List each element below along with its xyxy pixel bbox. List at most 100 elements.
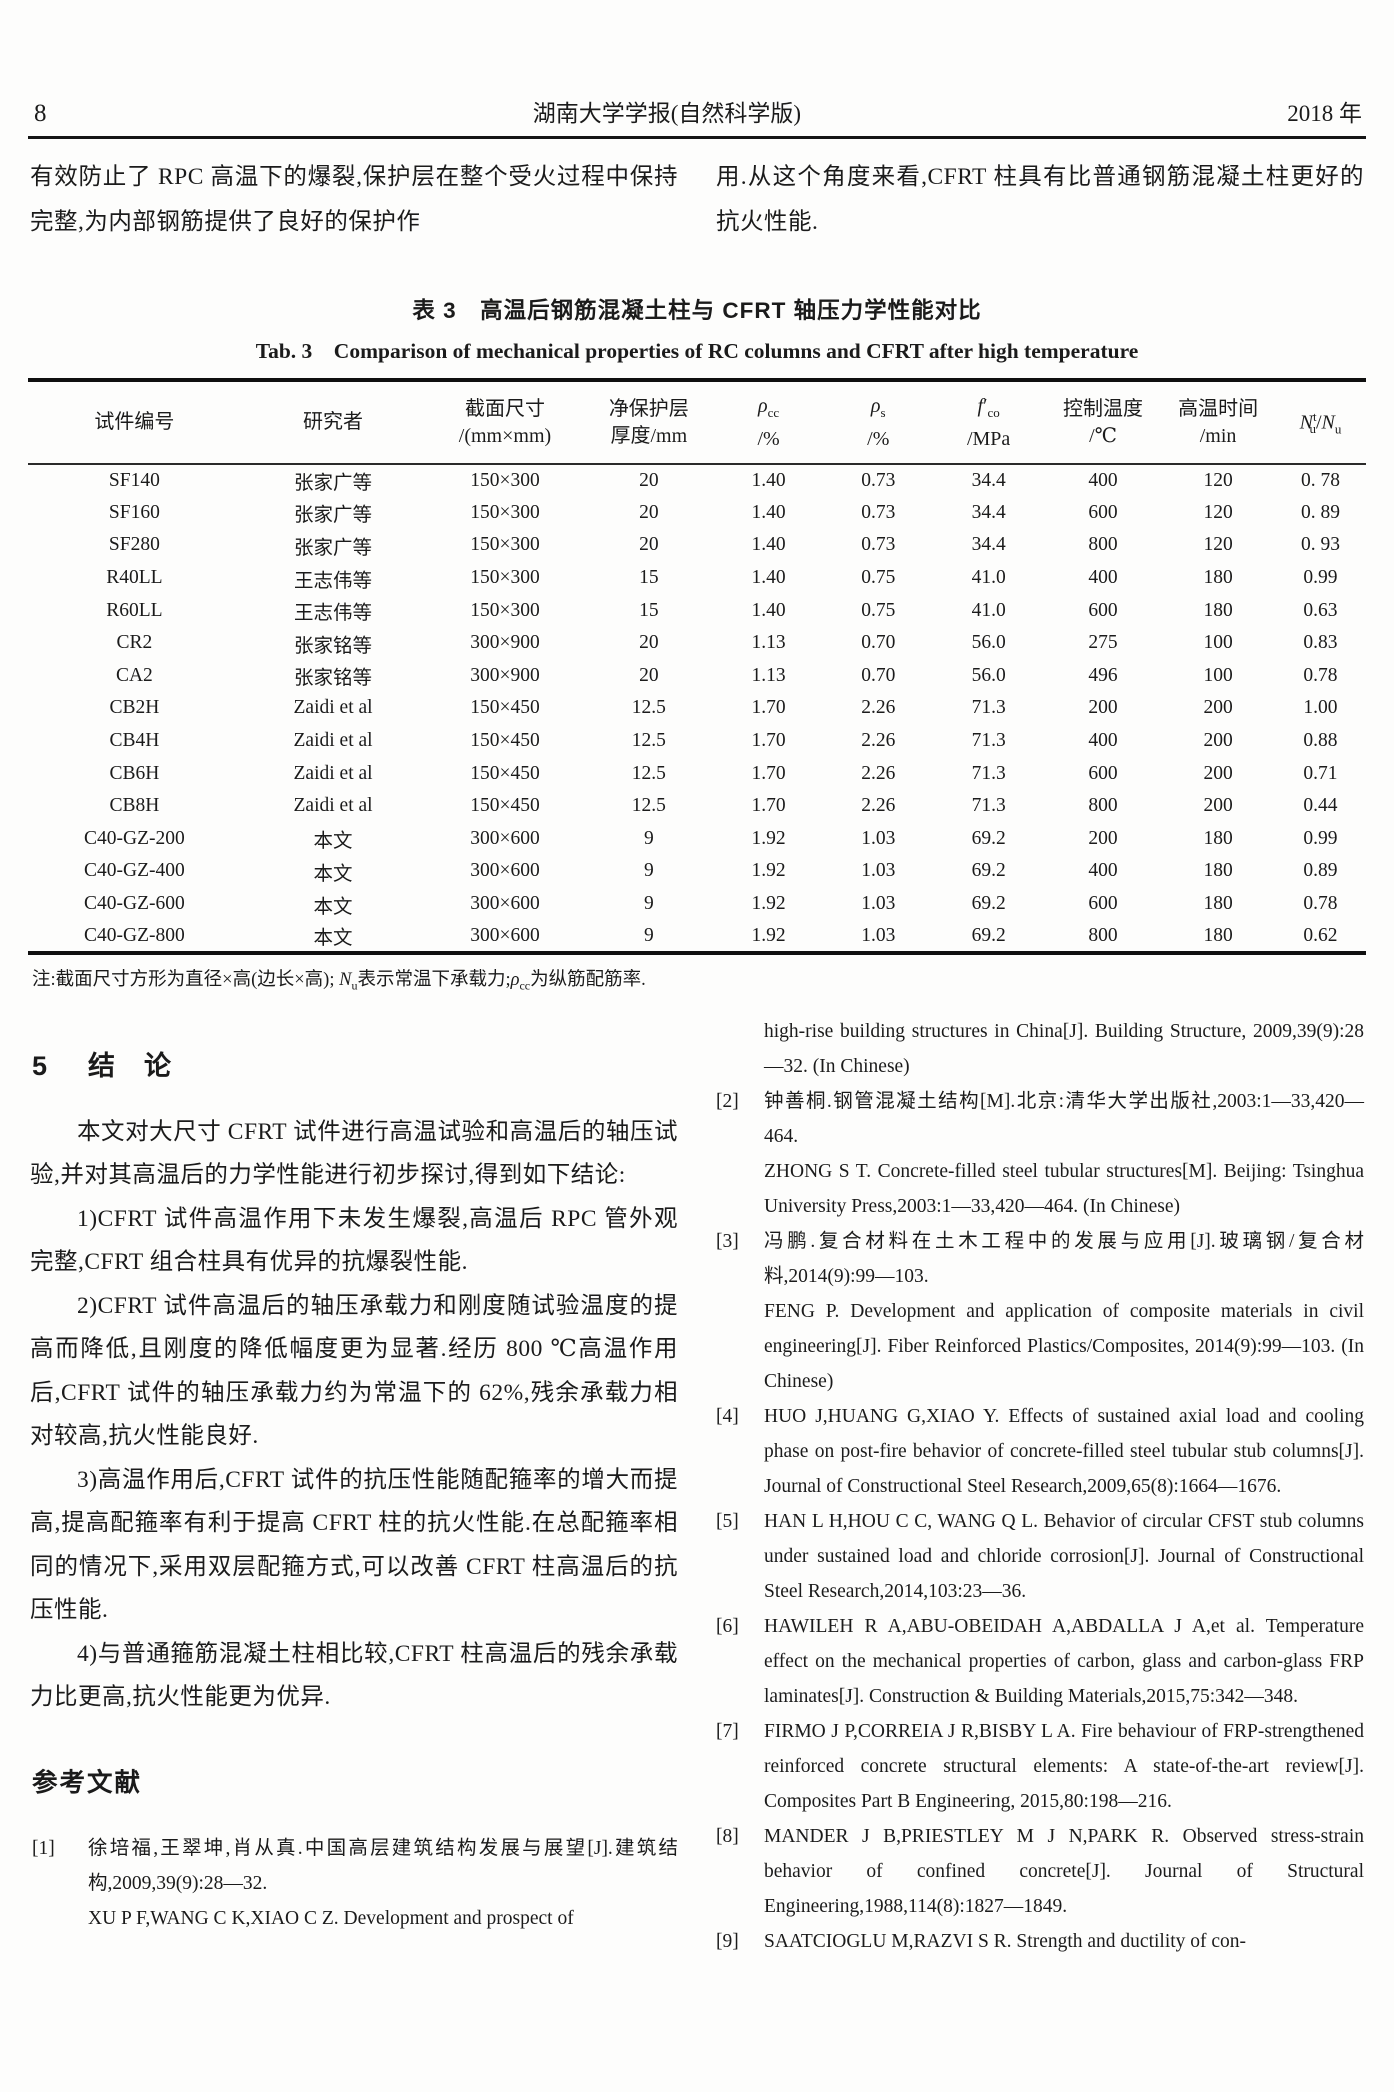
- reference-text: FIRMO J P,CORREIA J R,BISBY L A. Fire be…: [764, 1720, 1364, 1812]
- table-cell: 150×450: [470, 730, 540, 752]
- table-cell: SF280: [108, 534, 160, 556]
- column-header: Ntu/Nu: [1274, 380, 1366, 465]
- table-cell: 9: [643, 924, 654, 946]
- page-number: 8: [34, 100, 47, 127]
- reference-entry: high-rise building structures in China[J…: [716, 1014, 1364, 1084]
- table-cell: 张家广等: [294, 505, 373, 527]
- reference-entry: [6] HAWILEH R A,ABU-OBEIDAH A,ABDALLA J A…: [716, 1609, 1364, 1714]
- table-cell: 12.5: [631, 762, 666, 784]
- column-header: f′co/MPa: [932, 380, 1045, 465]
- left-column: 5 结 论 本文对大尺寸 CFRT 试件进行高温试验和高温后的轴压试验,并对其高温…: [30, 1014, 678, 1959]
- table-cell: 69.2: [971, 924, 1006, 946]
- table-cell: 1.70: [751, 762, 786, 784]
- reference-number: [6]: [716, 1615, 739, 1637]
- table-cell: 150×300: [470, 534, 540, 556]
- table-caption-en: Tab. 3 Comparison of mechanical properti…: [255, 339, 1139, 363]
- column-header: 控制温度/℃: [1044, 380, 1162, 465]
- table-cell: 300×600: [470, 860, 540, 882]
- table-cell: 2.26: [861, 795, 896, 817]
- table-cell: 1.92: [751, 860, 786, 882]
- table-cell: Zaidi et al: [293, 730, 373, 752]
- reference-entry: [3] 冯鹏.复合材料在土木工程中的发展与应用[J].玻璃钢/复合材料,2014(…: [716, 1224, 1364, 1399]
- table-row: R40LL 王志伟等 150×300 15 1.40 0.75 41.0 400 180 0.99: [28, 562, 1366, 595]
- reference-number: [3]: [716, 1230, 739, 1252]
- conclusion-paragraph: 4)与普通箍筋混凝土柱相比较,CFRT 柱高温后的残余承载力比更高,抗火性能更为…: [30, 1640, 678, 1711]
- table-cell: 56.0: [971, 632, 1006, 654]
- table-cell: 0.71: [1303, 762, 1338, 784]
- table-cell: Zaidi et al: [293, 762, 373, 784]
- reference-text: HUO J,HUANG G,XIAO Y. Effects of sustain…: [764, 1405, 1364, 1497]
- conclusion-paragraph: 1)CFRT 试件高温作用下未发生爆裂,高温后 RPC 管外观完整,CFRT 组…: [30, 1205, 678, 1276]
- conclusion-paragraph: 3)高温作用后,CFRT 试件的抗压性能随配箍率的增大而提高,提高配箍率有利于提…: [30, 1466, 678, 1624]
- table-cell: 56.0: [971, 664, 1006, 686]
- column-header: 研究者: [240, 380, 426, 465]
- table-cell: 71.3: [971, 697, 1006, 719]
- table-cell: Zaidi et al: [293, 795, 373, 817]
- table-cell: 0.63: [1303, 599, 1338, 621]
- intro-left-column: 有效防止了 RPC 高温下的爆裂,保护层在整个受火过程中保持完整,为内部钢筋提供…: [30, 164, 678, 235]
- table-cell: R60LL: [106, 599, 163, 621]
- table-cell: 100: [1203, 664, 1233, 686]
- table-cell: 200: [1203, 730, 1233, 752]
- table-cell: 0.89: [1303, 860, 1338, 882]
- table-cell: 71.3: [971, 730, 1006, 752]
- table-row: CB4H Zaidi et al 150×450 12.5 1.70 2.26 71.3 40…: [28, 725, 1366, 758]
- journal-title: 湖南大学学报(自然科学版): [532, 101, 802, 126]
- table-cell: 0.78: [1303, 664, 1338, 686]
- table-cell: 120: [1203, 501, 1233, 523]
- table-note: 注:截面尺寸方形为直径×高(边长×高); Nu表示常温下承载力;ρcc为纵筋配筋…: [32, 969, 646, 993]
- table-cell: 0.44: [1303, 795, 1338, 817]
- table-cell: C40-GZ-800: [83, 924, 185, 946]
- table-row: C40-GZ-400 本文 300×600 9 1.92 1.03 69.2 400 180 0.…: [28, 855, 1366, 888]
- table-cell: 张家广等: [294, 537, 373, 559]
- table-cell: 1.40: [751, 567, 786, 589]
- table-cell: 69.2: [971, 860, 1006, 882]
- reference-entry: [2] 钟善桐.钢管混凝土结构[M].北京:清华大学出版社,2003:1—33,4…: [716, 1084, 1364, 1224]
- table-row: CB2H Zaidi et al 150×450 12.5 1.70 2.26 71.3 20…: [28, 692, 1366, 725]
- table-cell: 0. 89: [1300, 501, 1340, 523]
- table-cell: 0.62: [1303, 924, 1338, 946]
- table-cell: 张家广等: [294, 473, 373, 495]
- column-header: 截面尺寸/(mm×mm): [425, 380, 585, 465]
- table-cell: 34.4: [971, 469, 1006, 491]
- table-cell: 20: [639, 632, 659, 654]
- table-row: CR2 张家铭等 300×900 20 1.13 0.70 56.0 275 100 0.83: [28, 627, 1366, 660]
- table-row: CB6H Zaidi et al 150×450 12.5 1.70 2.26 71.3 60…: [28, 757, 1366, 790]
- table-cell: 王志伟等: [294, 603, 373, 625]
- table-cell: 12.5: [631, 697, 666, 719]
- table-cell: 1.92: [751, 827, 786, 849]
- table-caption-zh: 表 3 高温后钢筋混凝土柱与 CFRT 轴压力学性能对比: [412, 298, 982, 323]
- table-cell: 1.40: [751, 501, 786, 523]
- table-cell: 69.2: [971, 893, 1006, 915]
- reference-text: 冯鹏.复合材料在土木工程中的发展与应用[J].玻璃钢/复合材料,2014(9):…: [764, 1230, 1364, 1287]
- reference-text: high-rise building structures in China[J…: [764, 1020, 1364, 1077]
- right-column: high-rise building structures in China[J…: [716, 1014, 1364, 1959]
- conclusion-paragraph: 2)CFRT 试件高温后的轴压承载力和刚度随试验温度的提高而降低,且刚度的降低幅…: [30, 1292, 678, 1450]
- table-cell: 180: [1203, 924, 1233, 946]
- column-header: ρs/%: [824, 380, 933, 465]
- table-cell: 1.92: [751, 924, 786, 946]
- table-cell: 150×300: [470, 599, 540, 621]
- table-cell: CR2: [116, 632, 153, 654]
- table-cell: 0.78: [1303, 893, 1338, 915]
- reference-number: [8]: [716, 1825, 739, 1847]
- table-cell: 9: [643, 827, 654, 849]
- table-cell: 275: [1088, 632, 1118, 654]
- table-cell: 本文: [313, 863, 353, 885]
- table-cell: 2.26: [861, 762, 896, 784]
- table-row: SF140 张家广等 150×300 20 1.40 0.73 34.4 400 120 0. 7…: [28, 464, 1366, 497]
- table-cell: 0.83: [1303, 632, 1338, 654]
- reference-text: ZHONG S T. Concrete-filled steel tubular…: [764, 1160, 1364, 1217]
- table-cell: 200: [1203, 697, 1233, 719]
- table-cell: 0.75: [861, 599, 896, 621]
- table-cell: 34.4: [971, 534, 1006, 556]
- table-cell: 180: [1203, 827, 1233, 849]
- table-cell: 0.73: [861, 534, 896, 556]
- table-cell: 41.0: [971, 567, 1006, 589]
- table-row: CA2 张家铭等 300×900 20 1.13 0.70 56.0 496 100 0.78: [28, 660, 1366, 693]
- table-cell: 400: [1088, 860, 1118, 882]
- comparison-table: 试件编号 研究者 截面尺寸/(mm×mm) 净保护层 厚度/mm ρcc/% ρs/% f′c…: [28, 378, 1366, 955]
- table-row: SF160 张家广等 150×300 20 1.40 0.73 34.4 600 120 0. 8…: [28, 497, 1366, 530]
- table-cell: 180: [1203, 599, 1233, 621]
